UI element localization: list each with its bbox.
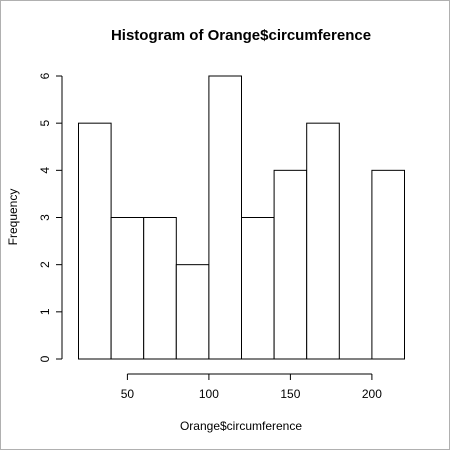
histogram-bar-5 — [241, 217, 275, 360]
y-tick-label: 0 — [38, 355, 52, 362]
y-axis: 0 1 2 3 4 5 6 — [38, 72, 63, 362]
histogram-bar-1 — [110, 217, 145, 360]
x-axis: 50 100 150 200 — [121, 373, 382, 401]
x-tick-label: 100 — [199, 387, 219, 401]
histogram-bar-9 — [371, 169, 405, 360]
histogram-bar-4 — [208, 75, 242, 360]
bars-group — [78, 75, 405, 360]
chart-title: Histogram of Orange$circumference — [111, 27, 371, 44]
x-axis-label: Orange$circumference — [180, 419, 302, 433]
y-tick-label: 1 — [38, 308, 52, 315]
y-tick-label: 4 — [38, 167, 52, 174]
histogram-bar-2 — [143, 217, 177, 360]
histogram-bar-0 — [78, 122, 112, 360]
histogram-bar-3 — [175, 264, 210, 360]
x-tick-label: 50 — [121, 387, 135, 401]
histogram-bar-7 — [306, 122, 340, 360]
y-tick-label: 3 — [38, 214, 52, 221]
y-tick-label: 2 — [38, 261, 52, 268]
x-tick-label: 150 — [280, 387, 300, 401]
x-tick-label: 200 — [362, 387, 382, 401]
y-tick-label: 5 — [38, 120, 52, 127]
histogram-bar-6 — [273, 169, 308, 360]
y-axis-label: Frequency — [6, 189, 20, 246]
y-tick-label: 6 — [38, 72, 52, 79]
